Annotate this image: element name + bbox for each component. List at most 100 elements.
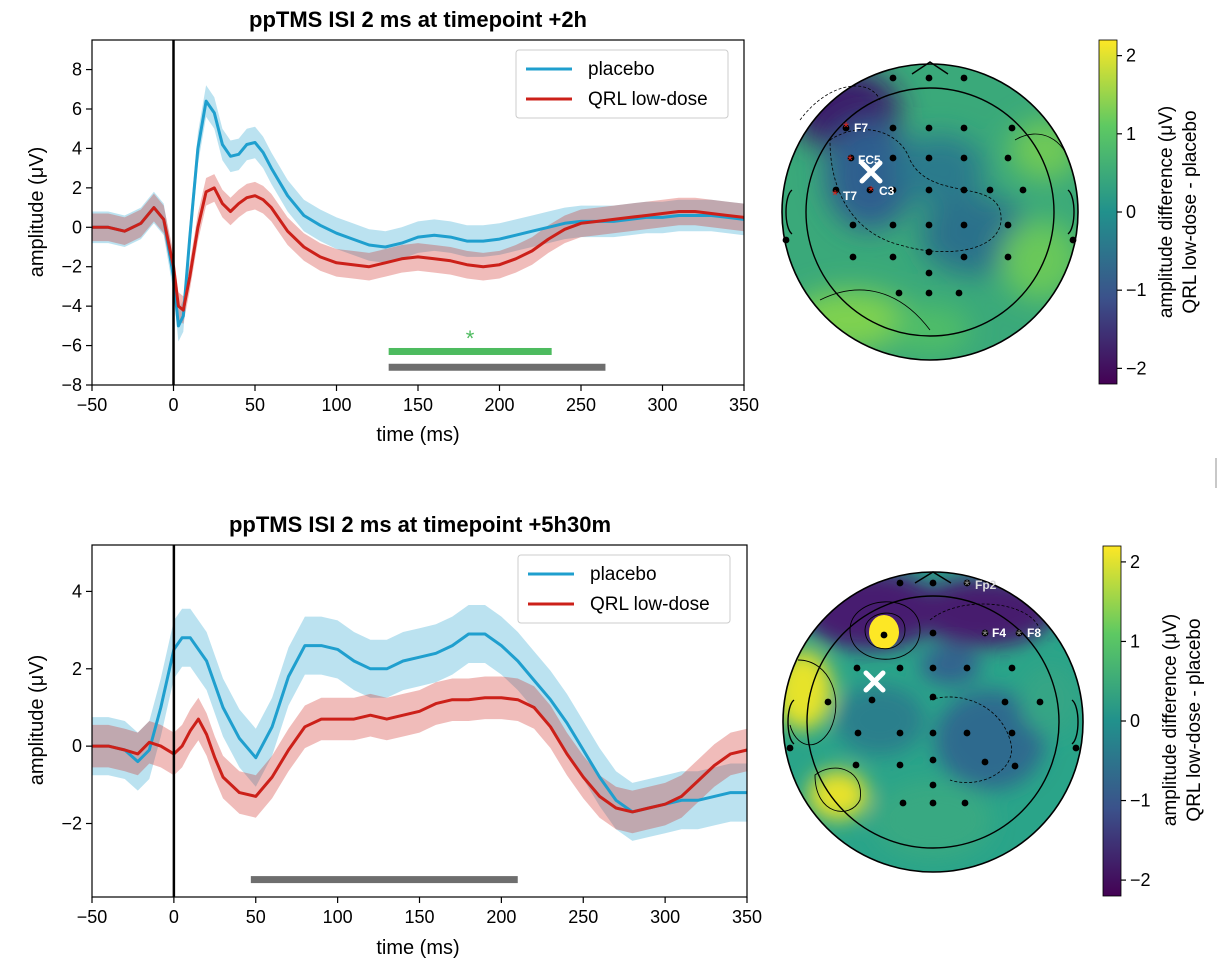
- x-tick-label: 300: [650, 907, 680, 927]
- electrode-dot: [849, 221, 857, 229]
- left-ear: [785, 189, 793, 235]
- right-ear: [1067, 189, 1075, 235]
- chart-title-2: ppTMS ISI 2 ms at timepoint +5h30m: [229, 512, 611, 537]
- electrode-star-fp2: *: [964, 577, 970, 594]
- electrode-dot: [925, 154, 933, 162]
- electrode-star-fc5: *: [847, 152, 853, 169]
- electrode-dot: [929, 756, 937, 764]
- legend-label-qrl: QRL low-dose: [588, 89, 708, 110]
- x-tick-label: 300: [647, 395, 677, 415]
- x-tick-label: 250: [566, 395, 596, 415]
- electrode-dot: [889, 221, 897, 229]
- panel-1: ppTMS ISI 2 ms at timepoint +2h −50 0 50 10…: [26, 7, 759, 446]
- electrode-dot: [889, 186, 897, 194]
- topomap-2: * Fp2 * F4 * F8: [782, 571, 1084, 873]
- colorbar-label-line2: QRL low-dose - placebo: [1180, 110, 1201, 313]
- electrode-dot: [925, 124, 933, 132]
- x-tick-label: 100: [323, 907, 353, 927]
- contour-line: [829, 129, 1002, 252]
- head-inner-circle: [806, 595, 1060, 849]
- electrode-dot: [925, 289, 933, 297]
- x-axis-label-1: time (ms): [376, 424, 459, 446]
- nose: [914, 571, 952, 584]
- colorbar-gradient: [1102, 545, 1122, 897]
- electrode-dot: [963, 579, 971, 587]
- x-tick-label: 350: [732, 907, 762, 927]
- significance-star: *: [466, 326, 475, 351]
- electrode-dot: [929, 781, 937, 789]
- electrode-dot: [929, 664, 937, 672]
- electrode-dot: [854, 729, 862, 737]
- electrode-dot: [1015, 629, 1023, 637]
- contour-line: [864, 612, 906, 650]
- electrode-dot: [786, 744, 794, 752]
- electrode-dot: [896, 761, 904, 769]
- topomap-1: * F7 * FC5 * T7 * C3: [781, 61, 1079, 361]
- colorbar-tick-label: −2: [1130, 870, 1151, 890]
- electrode-label-f4: F4: [992, 626, 1006, 640]
- electrode-dot: [889, 124, 897, 132]
- electrode-dot: [849, 253, 857, 261]
- x-tick-label: 50: [246, 907, 266, 927]
- legend-frame: [517, 554, 731, 624]
- nose: [911, 61, 949, 75]
- electrode-dot: [1001, 698, 1009, 706]
- x-tick-label: 200: [486, 907, 516, 927]
- y-axis-label-2: amplitude (μV): [26, 655, 48, 785]
- y-tick-label: −4: [61, 296, 82, 316]
- electrode-label-t7: T7: [843, 189, 857, 203]
- electrode-dot: [896, 729, 904, 737]
- colorbar-tick-label: 0: [1130, 711, 1140, 731]
- contour-line: [929, 603, 1041, 631]
- electrode-dot: [961, 799, 969, 807]
- electrode-dot: [1008, 664, 1016, 672]
- colorbar-tick-label: −1: [1130, 791, 1151, 811]
- y-tick-label: −6: [61, 336, 82, 356]
- electrode-dot: [960, 124, 968, 132]
- y-tick-label: 8: [72, 60, 82, 80]
- electrode-dot: [981, 629, 989, 637]
- series-line-placebo: [92, 99, 745, 328]
- electrode-dot: [986, 186, 994, 194]
- electrode-dot: [866, 186, 874, 194]
- electrode-dot: [929, 629, 937, 637]
- electrode-star-f4: *: [982, 627, 988, 644]
- colorbar-tick-label: 0: [1126, 202, 1136, 222]
- electrode-dot: [963, 664, 971, 672]
- significant-electrodes-1: * F7 * FC5 * T7 * C3: [832, 119, 895, 204]
- electrode-markers-1: [782, 74, 1077, 297]
- colorbar-tick-label: 1: [1126, 124, 1136, 144]
- chart-title-1: ppTMS ISI 2 ms at timepoint +2h: [249, 7, 587, 32]
- contour-line: [849, 601, 921, 660]
- confidence-band-qrl: [92, 174, 744, 324]
- x-tick-label: −50: [77, 907, 108, 927]
- electrode-dot: [1004, 154, 1012, 162]
- electrode-dot: [824, 698, 832, 706]
- colorbar-gradient: [1098, 39, 1118, 385]
- electrode-dot: [889, 74, 897, 82]
- plot-area-2: −50 0 50 100 150 200 250 300 350 −2 0 2 4: [61, 544, 762, 927]
- electrode-dot: [899, 799, 907, 807]
- head-outline: [781, 63, 1079, 361]
- colorbar-tick-label: 2: [1130, 552, 1140, 572]
- x-tick-label: 250: [568, 907, 598, 927]
- electrode-dot: [853, 664, 861, 672]
- series-line-qrl: [92, 696, 748, 814]
- electrode-label-fp2: Fp2: [975, 578, 997, 592]
- electrode-dot: [896, 579, 904, 587]
- electrode-dot: [1008, 124, 1016, 132]
- electrode-dot: [955, 289, 963, 297]
- electrode-dot: [960, 154, 968, 162]
- electrode-dot: [895, 289, 903, 297]
- significant-electrodes-2: * Fp2 * F4 * F8: [863, 577, 1041, 693]
- right-ear: [1071, 699, 1079, 745]
- electrode-dot: [1072, 744, 1080, 752]
- significance-bar-grey: [388, 363, 606, 371]
- y-tick-label: 4: [72, 138, 82, 158]
- legend-label-placebo: placebo: [590, 564, 657, 585]
- x-tick-label: 0: [168, 395, 178, 415]
- colorbar-tick-label: 2: [1126, 46, 1136, 66]
- electrode-dot: [925, 186, 933, 194]
- electrode-dot: [782, 236, 790, 244]
